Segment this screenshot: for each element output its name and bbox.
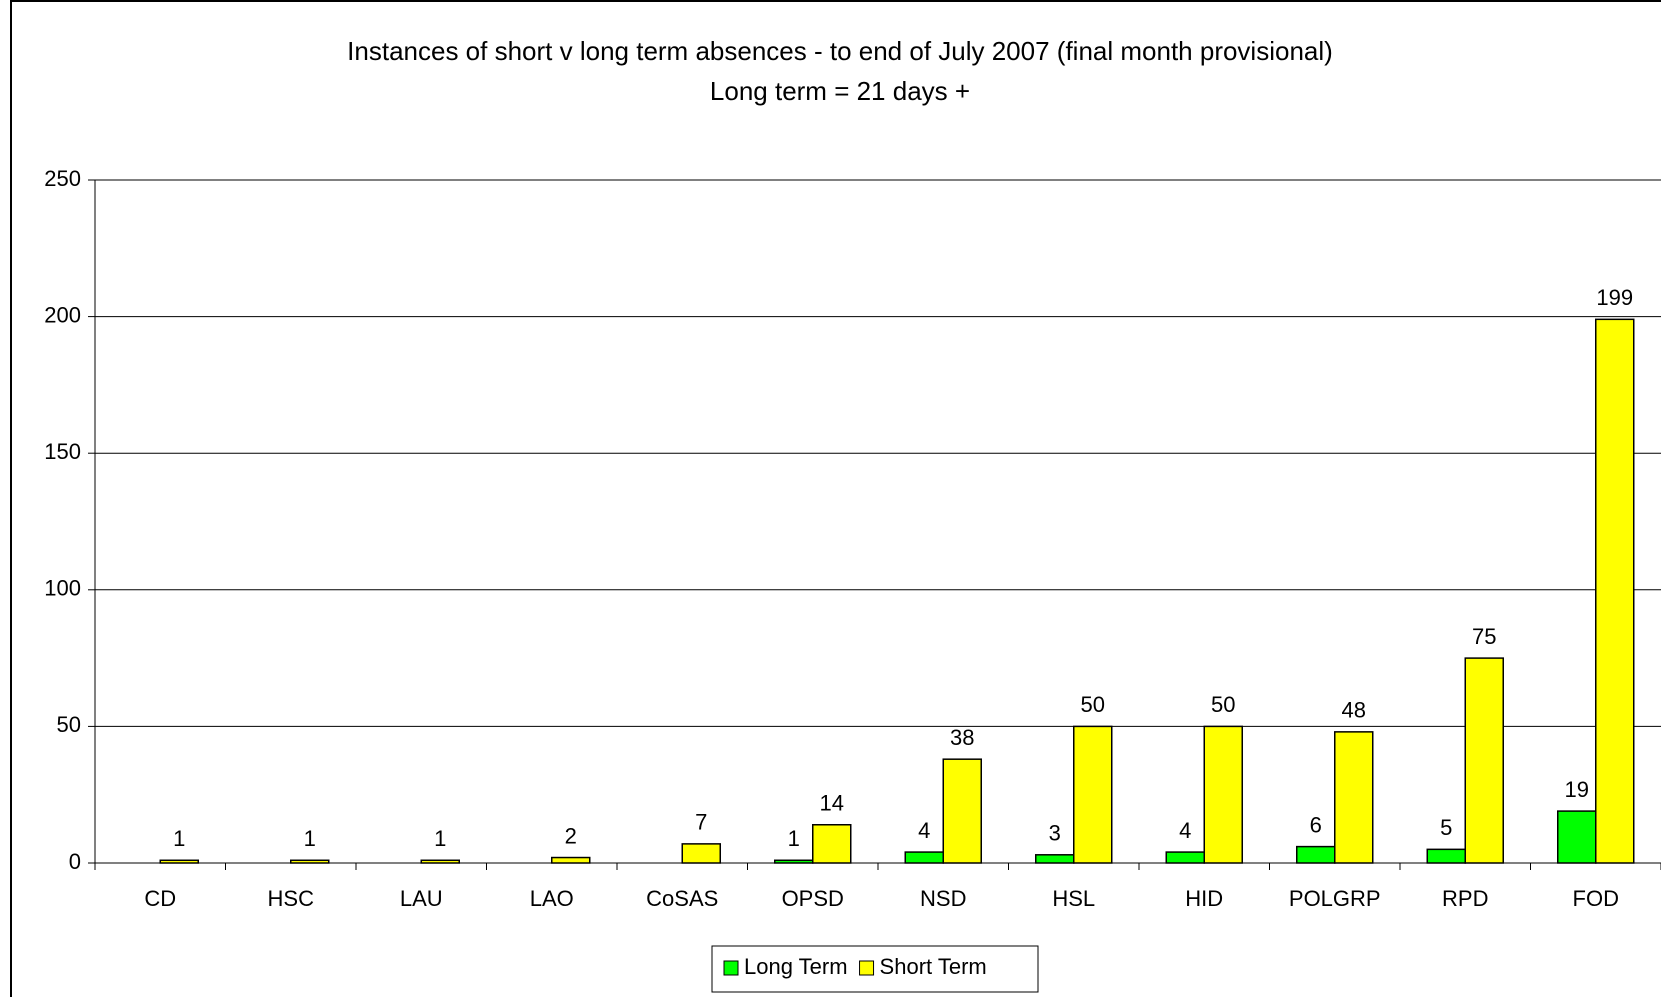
data-label: 1: [434, 826, 446, 851]
bar: [1334, 731, 1374, 864]
data-label: 2: [565, 823, 577, 848]
x-tick-label: NSD: [920, 886, 966, 911]
bar: [1203, 725, 1243, 864]
x-tick-label: CoSAS: [646, 886, 718, 911]
bar: [812, 824, 852, 864]
x-tick-label: RPD: [1442, 886, 1488, 911]
data-label: 6: [1310, 812, 1322, 837]
bar: [1073, 725, 1113, 864]
bar: [942, 758, 982, 864]
x-tick-label: LAO: [530, 886, 574, 911]
y-tick-label: 250: [44, 166, 81, 191]
data-label: 4: [1179, 818, 1191, 843]
bar: [904, 851, 944, 864]
x-tick-label: FOD: [1573, 886, 1619, 911]
data-label: 38: [950, 725, 974, 750]
bar: [551, 856, 591, 864]
data-label: 1: [173, 826, 185, 851]
data-label: 19: [1565, 777, 1589, 802]
x-tick-label: POLGRP: [1289, 886, 1381, 911]
x-tick-label: LAU: [400, 886, 443, 911]
data-label: 1: [788, 826, 800, 851]
data-label: 3: [1049, 821, 1061, 846]
bar: [681, 843, 721, 864]
x-tick-label: OPSD: [782, 886, 844, 911]
data-label: 199: [1596, 285, 1633, 310]
data-label: 75: [1472, 624, 1496, 649]
data-label: 4: [918, 818, 930, 843]
x-tick-label: HID: [1185, 886, 1223, 911]
legend-swatch: [723, 960, 739, 976]
chart-title: Instances of short v long term absences …: [347, 36, 1333, 66]
bar: [1165, 851, 1205, 864]
bar: [1035, 854, 1075, 864]
x-tick-label: CD: [144, 886, 176, 911]
legend-swatch: [859, 960, 875, 976]
bar: [1595, 318, 1635, 864]
data-label: 14: [820, 791, 844, 816]
bar: [1557, 810, 1597, 864]
x-tick-label: HSL: [1052, 886, 1095, 911]
data-label: 50: [1081, 692, 1105, 717]
bar: [1464, 657, 1504, 864]
data-label: 50: [1211, 692, 1235, 717]
legend-label: Short Term: [880, 954, 987, 979]
data-label: 1: [304, 826, 316, 851]
chart-subtitle: Long term = 21 days +: [710, 76, 970, 106]
y-tick-label: 50: [57, 712, 81, 737]
data-label: 7: [695, 810, 707, 835]
legend-label: Long Term: [744, 954, 848, 979]
data-label: 48: [1342, 698, 1366, 723]
y-tick-label: 0: [69, 849, 81, 874]
x-tick-label: HSC: [268, 886, 315, 911]
bar: [1296, 845, 1336, 864]
bar: [1426, 848, 1466, 864]
y-tick-label: 100: [44, 576, 81, 601]
y-tick-label: 150: [44, 439, 81, 464]
data-label: 5: [1440, 815, 1452, 840]
y-tick-label: 200: [44, 302, 81, 327]
legend-box: [711, 945, 1039, 993]
